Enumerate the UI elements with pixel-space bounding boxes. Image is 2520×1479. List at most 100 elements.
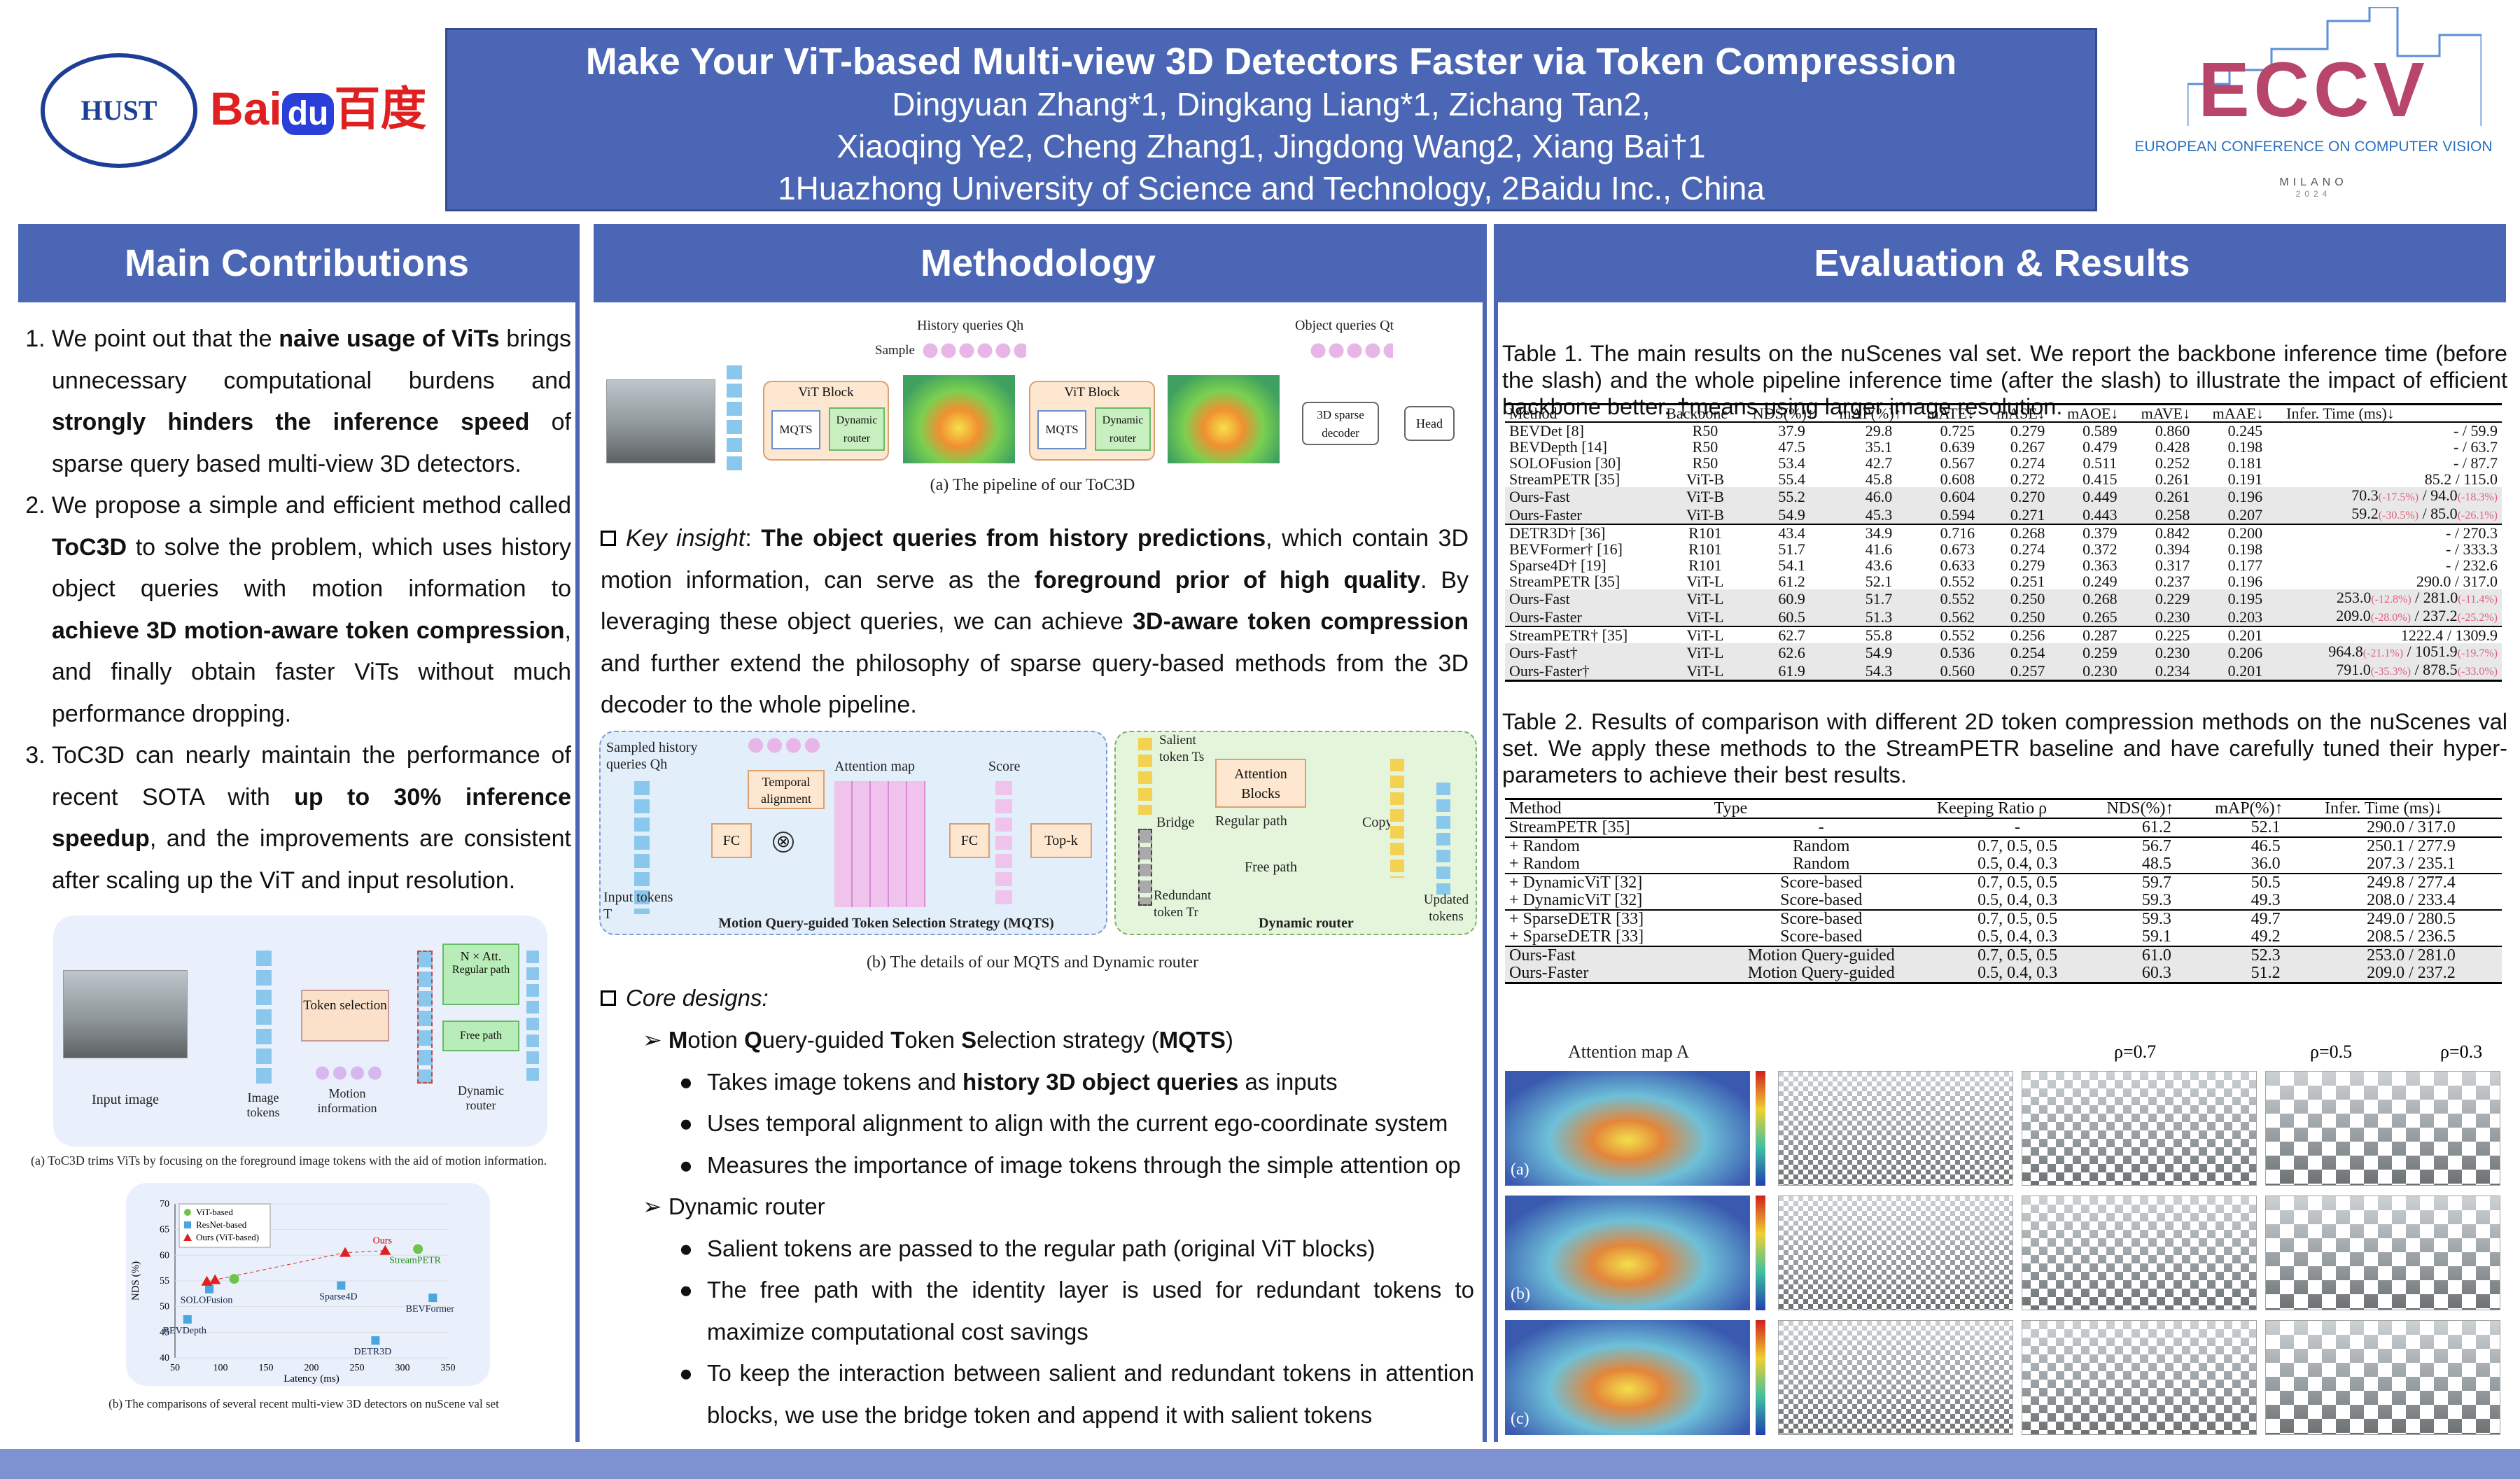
x-tick-label: 50: [170, 1363, 180, 1373]
input-image: [606, 379, 715, 463]
table-header: NDS(%)↑: [2102, 798, 2211, 819]
table-header: mAP(%)↑: [2211, 798, 2320, 819]
table-row: + Random Random 0.7, 0.5, 0.5 56.7 46.5 250.1…: [1505, 836, 2502, 855]
table-row: Sparse4D† [19] R101 54.1 43.6 0.633 0.279 0.36…: [1509, 556, 2498, 574]
x-tick-label: 200: [304, 1363, 319, 1373]
x-tick-label: 150: [259, 1363, 274, 1373]
visualization: Attention map A ρ=0.7 ρ=0.5 ρ=0.3 (a) (b)…: [1505, 1040, 2503, 1439]
table-row: + SparseDETR [33] Score-based 0.5, 0.4, 0.…: [1509, 927, 2456, 946]
eccv-skyline-icon: [2186, 6, 2483, 126]
y-axis-label: NDS (%): [130, 1261, 141, 1301]
point-resnet: [337, 1281, 346, 1290]
contribution-item: We point out that the naive usage of ViT…: [52, 318, 571, 485]
core-bullet: ● The free path with the identity layer i…: [679, 1277, 1474, 1345]
row-label: (c): [1511, 1410, 1530, 1428]
table-header: mAOE↓: [2063, 403, 2137, 423]
table-row: StreamPETR [35] ViT-B 55.4 45.8 0.608 0.272 0.…: [1509, 470, 2498, 488]
masked-image: [1778, 1196, 2013, 1310]
table-header: Method: [1505, 798, 1710, 819]
pipeline-caption: (a) The pipeline of our ToC3D: [930, 476, 1135, 494]
masked-image: [2265, 1196, 2500, 1310]
table-row: StreamPETR† [35] ViT-L 62.7 55.8 0.552 0.256 0…: [1505, 626, 2502, 643]
point-resnet: [428, 1294, 438, 1303]
core-bullet: ● Salient tokens are passed to the regula…: [679, 1235, 1376, 1261]
legend-entry: ViT-based: [196, 1207, 233, 1217]
free-path-box: Free path: [442, 1021, 519, 1051]
x-tick-label: 250: [350, 1363, 365, 1373]
table-header: mAAE↓: [2208, 403, 2283, 423]
temporal-box: Temporal alignment: [748, 770, 825, 809]
divider: [1483, 224, 1487, 1442]
label: Bridge: [1156, 815, 1195, 830]
table-row: Ours-Faster ViT-B 54.9 45.3 0.594 0.271 0.443 0…: [1505, 505, 2502, 524]
label: Score: [988, 759, 1021, 774]
table-header: Method: [1505, 403, 1662, 423]
attention-map: [834, 781, 925, 907]
baidu-logo: Bai du 百度: [210, 83, 427, 135]
core-bullet: ● To keep the interaction between salient…: [679, 1360, 1474, 1428]
label: Attention map: [834, 759, 915, 774]
footer-bar: [0, 1449, 2520, 1479]
table-header: mAP(%)↑: [1835, 403, 1923, 423]
table-row: Ours-Faster ViT-L 60.5 51.3 0.562 0.250 0.265 0…: [1505, 608, 2502, 626]
y-tick-label: 40: [160, 1353, 169, 1364]
mqts-caption: (b) The details of our MQTS and Dynamic …: [866, 953, 1199, 972]
heatmap: [903, 375, 1015, 463]
token-column: [727, 365, 742, 470]
section-eval: Evaluation & Results: [1498, 224, 2506, 302]
label: History queries Qh: [917, 318, 1024, 333]
pipeline-figure: History queries Qh Object queries Qt Sam…: [602, 308, 1463, 476]
core-bullet: ● Uses temporal alignment to align with t…: [679, 1110, 1448, 1136]
section-method: Methodology: [594, 224, 1483, 302]
core-bullet: ● Measures the importance of image tokens…: [679, 1151, 1461, 1178]
x-tick-label: 350: [441, 1363, 456, 1373]
table-row: Ours-Fast† ViT-L 62.6 54.9 0.536 0.254 0.259 0.…: [1505, 643, 2502, 661]
colorbar: [1756, 1320, 1765, 1435]
table-row: + SparseDETR [33] Score-based 0.7, 0.5, 0.…: [1505, 909, 2502, 928]
legend-entry: Ours (ViT-based): [196, 1232, 259, 1242]
point-ours: [379, 1245, 391, 1255]
legend: [178, 1203, 271, 1248]
table-row: StreamPETR [35] ViT-L 61.2 52.1 0.552 0.251 0.…: [1509, 573, 2498, 590]
table-header: Backbone: [1662, 403, 1749, 423]
masked-image: [2022, 1196, 2257, 1310]
point-label: DETR3D: [354, 1347, 392, 1357]
decoder-box: 3D sparse decoder: [1302, 402, 1379, 445]
table-row: Ours-Fast Motion Query-guided 0.7, 0.5, 0.…: [1505, 946, 2502, 965]
core-subheading: ➢ Motion Query-guided Token Selection st…: [643, 1027, 1233, 1053]
table2: Method Type Keeping Ratio ρ NDS(%)↑ mAP(%)↑ I…: [1505, 798, 2502, 984]
query-dots: [921, 342, 1026, 360]
core-subheading: ➢ Dynamic router: [643, 1193, 825, 1219]
motion-dots: [314, 1064, 384, 1082]
table-row: BEVDet [8] R50 37.9 29.8 0.725 0.279 0.589 0.86…: [1509, 422, 2498, 440]
point-ours: [201, 1275, 213, 1286]
label: Input tokens T: [603, 890, 673, 922]
table-header: Keeping Ratio ρ: [1932, 798, 2103, 819]
label: Salient token Ts: [1159, 733, 1205, 764]
point-label: StreamPETR: [389, 1256, 442, 1266]
title-banner: Make Your ViT-based Multi-view 3D Detect…: [445, 28, 2097, 211]
contribution-item: ToC3D can nearly maintain the performanc…: [52, 735, 571, 902]
table-row: + Random Random 0.5, 0.4, 0.3 48.5 36.0 207.3…: [1509, 855, 2456, 873]
row-label: (b): [1511, 1285, 1530, 1303]
label: Sampled history queries Qh: [606, 740, 698, 772]
mqts-title: Motion Query-guided Token Selection Stra…: [718, 916, 1054, 931]
table2-caption: Table 2. Results of comparison with diff…: [1502, 709, 2507, 787]
table-row: Ours-Faster† ViT-L 61.9 54.3 0.560 0.257 0.230…: [1505, 661, 2502, 682]
table-header: mAVE↓: [2136, 403, 2208, 423]
label: ρ=0.7: [2114, 1042, 2157, 1062]
table-header: Infer. Time (ms)↓: [2320, 798, 2502, 819]
point-resnet: [371, 1336, 380, 1345]
row-label: (a): [1511, 1161, 1530, 1179]
input-image: [63, 970, 188, 1058]
divider: [575, 224, 580, 1442]
legend-entry: ResNet-based: [196, 1219, 247, 1230]
masked-image: [2265, 1320, 2500, 1435]
table-header: mASE↓: [1992, 403, 2064, 423]
label: ρ=0.5: [2310, 1042, 2353, 1062]
label: Copy: [1362, 815, 1393, 830]
table-row: BEVDepth [14] R50 47.5 35.1 0.639 0.267 0.479 0…: [1509, 438, 2498, 456]
figure-a: Input image Image tokens Token selection…: [53, 916, 547, 1147]
point-ours: [340, 1247, 351, 1257]
masked-image: [1778, 1071, 2013, 1186]
